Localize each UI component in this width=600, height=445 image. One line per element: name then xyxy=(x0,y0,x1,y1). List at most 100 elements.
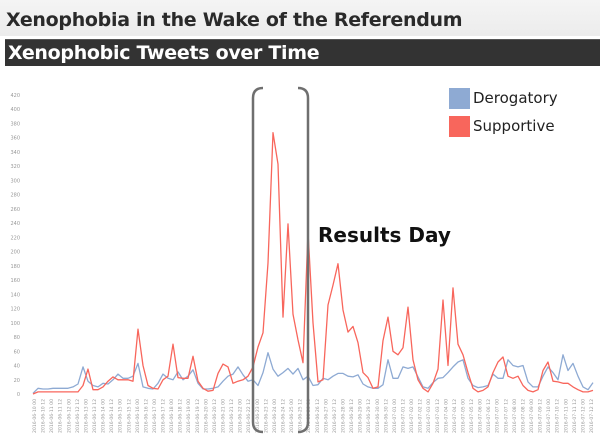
y-tick-label: 60 xyxy=(14,349,20,355)
y-tick-label: 240 xyxy=(10,221,20,227)
x-tick-label: 2016-06-16 12 xyxy=(143,399,149,433)
x-tick-label: 2016-06-24 12 xyxy=(281,399,287,433)
x-tick-label: 2016-06-18 12 xyxy=(178,399,184,433)
y-tick-label: 200 xyxy=(10,250,20,256)
x-tick-label: 2016-06-23 00 xyxy=(255,399,261,433)
x-tick-label: 2016-07-05 12 xyxy=(469,399,475,433)
y-tick-label: 360 xyxy=(10,136,20,142)
slide-title: Xenophobia in the Wake of the Referendum xyxy=(6,9,463,31)
x-tick-label: 2016-07-11 00 xyxy=(563,399,569,433)
x-tick-label: 2016-07-06 00 xyxy=(478,399,484,433)
x-axis: 2016-06-10 00 2016-06-10 12 2016-06-11 00 2… xyxy=(32,399,595,433)
y-tick-label: 220 xyxy=(10,235,20,241)
x-tick-label: 2016-06-11 00 xyxy=(49,399,55,433)
x-tick-label: 2016-07-03 00 xyxy=(426,399,432,433)
x-tick-label: 2016-06-22 12 xyxy=(246,399,252,433)
x-tick-label: 2016-07-09 12 xyxy=(538,399,544,433)
x-tick-label: 2016-06-19 00 xyxy=(186,399,192,433)
x-tick-label: 2016-06-10 12 xyxy=(41,399,47,433)
x-tick-label: 2016-07-04 00 xyxy=(443,399,449,433)
y-tick-label: 0 xyxy=(17,392,20,398)
x-tick-label: 2016-06-20 00 xyxy=(203,399,209,433)
y-tick-label: 340 xyxy=(10,150,20,156)
x-tick-label: 2016-07-01 00 xyxy=(392,399,398,433)
x-tick-label: 2016-06-27 00 xyxy=(323,399,329,433)
x-tick-label: 2016-06-10 00 xyxy=(32,399,38,433)
legend-swatch-supportive xyxy=(449,115,470,137)
x-tick-label: 2016-06-15 12 xyxy=(126,399,132,433)
slide-subtitle: Xenophobic Tweets over Time xyxy=(8,42,320,64)
x-tick-label: 2016-07-08 12 xyxy=(520,399,526,433)
x-tick-label: 2016-07-01 12 xyxy=(400,399,406,433)
x-tick-label: 2016-06-30 12 xyxy=(383,399,389,433)
y-tick-label: 280 xyxy=(10,193,20,199)
x-tick-label: 2016-07-06 12 xyxy=(486,399,492,433)
y-tick-label: 380 xyxy=(10,121,20,127)
x-tick-label: 2016-07-03 12 xyxy=(435,399,441,433)
x-tick-label: 2016-06-13 00 xyxy=(83,399,89,433)
x-tick-label: 2016-06-27 12 xyxy=(332,399,338,433)
x-tick-label: 2016-06-12 12 xyxy=(75,399,81,433)
x-tick-label: 2016-06-21 12 xyxy=(229,399,235,433)
legend-label: Derogatory xyxy=(473,89,558,107)
x-tick-label: 2016-07-04 12 xyxy=(452,399,458,433)
title-band: Xenophobia in the Wake of the Referendum xyxy=(0,0,600,36)
x-tick-label: 2016-06-22 00 xyxy=(238,399,244,433)
x-tick-label: 2016-06-30 00 xyxy=(375,399,381,433)
x-tick-label: 2016-06-17 12 xyxy=(161,399,167,433)
legend-label: Supportive xyxy=(473,117,555,135)
x-tick-label: 2016-06-20 12 xyxy=(212,399,218,433)
x-tick-label: 2016-06-18 00 xyxy=(169,399,175,433)
x-tick-label: 2016-06-15 00 xyxy=(118,399,124,433)
x-tick-label: 2016-07-12 00 xyxy=(580,399,586,433)
x-tick-label: 2016-07-08 00 xyxy=(512,399,518,433)
y-tick-label: 320 xyxy=(10,164,20,170)
x-tick-label: 2016-07-07 00 xyxy=(495,399,501,433)
y-tick-label: 80 xyxy=(14,335,20,341)
x-tick-label: 2016-06-14 12 xyxy=(109,399,115,433)
x-tick-label: 2016-07-12 12 xyxy=(589,399,595,433)
y-tick-label: 100 xyxy=(10,321,20,327)
x-tick-label: 2016-07-07 12 xyxy=(503,399,509,433)
y-tick-label: 180 xyxy=(10,264,20,270)
x-tick-label: 2016-06-23 12 xyxy=(263,399,269,433)
x-tick-label: 2016-07-11 12 xyxy=(572,399,578,433)
y-tick-label: 20 xyxy=(14,378,20,384)
x-tick-label: 2016-06-13 12 xyxy=(92,399,98,433)
x-tick-label: 2016-06-28 00 xyxy=(340,399,346,433)
y-tick-label: 160 xyxy=(10,278,20,284)
legend-item-supportive: Supportive xyxy=(449,115,555,137)
y-axis: 0 20 40 60 80 100 120 140 160 180 200 220 240 260 280 3… xyxy=(10,93,20,398)
y-tick-label: 40 xyxy=(14,364,20,370)
x-tick-label: 2016-06-28 12 xyxy=(349,399,355,433)
x-tick-label: 2016-06-19 12 xyxy=(195,399,201,433)
x-tick-label: 2016-06-29 00 xyxy=(358,399,364,433)
series-line-derogatory xyxy=(32,352,594,394)
x-tick-label: 2016-06-24 00 xyxy=(272,399,278,433)
legend-item-derogatory: Derogatory xyxy=(449,87,558,109)
subtitle-bar: Xenophobic Tweets over Time xyxy=(5,39,600,66)
y-tick-label: 140 xyxy=(10,292,20,298)
x-tick-label: 2016-06-29 12 xyxy=(366,399,372,433)
x-tick-label: 2016-06-11 12 xyxy=(58,399,64,433)
x-tick-label: 2016-06-25 00 xyxy=(289,399,295,433)
x-tick-label: 2016-07-09 00 xyxy=(529,399,535,433)
x-tick-label: 2016-06-16 00 xyxy=(135,399,141,433)
x-tick-label: 2016-07-02 12 xyxy=(418,399,424,433)
y-tick-label: 300 xyxy=(10,178,20,184)
x-tick-label: 2016-07-10 12 xyxy=(555,399,561,433)
y-tick-label: 260 xyxy=(10,207,20,213)
series-line-supportive xyxy=(32,132,594,395)
x-tick-label: 2016-06-17 00 xyxy=(152,399,158,433)
legend-swatch-derogatory xyxy=(449,87,470,109)
series-lines xyxy=(32,132,594,395)
x-tick-label: 2016-06-14 00 xyxy=(101,399,107,433)
x-tick-label: 2016-07-02 00 xyxy=(409,399,415,433)
y-tick-label: 420 xyxy=(10,93,20,99)
x-tick-label: 2016-06-25 12 xyxy=(298,399,304,433)
results-day-annotation: Results Day xyxy=(318,223,451,247)
x-tick-label: 2016-07-10 00 xyxy=(546,399,552,433)
y-tick-label: 120 xyxy=(10,307,20,313)
x-tick-label: 2016-07-05 00 xyxy=(460,399,466,433)
